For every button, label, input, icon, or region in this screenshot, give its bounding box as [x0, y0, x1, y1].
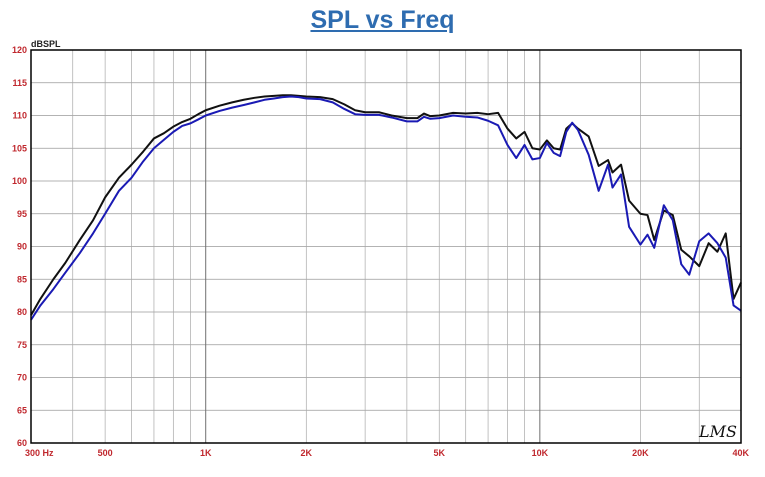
y-tick-label: 85 — [17, 274, 27, 284]
x-tick-label: 20K — [632, 448, 649, 458]
y-tick-label: 100 — [12, 176, 27, 186]
x-tick-label: 500 — [98, 448, 113, 458]
y-tick-label: 75 — [17, 340, 27, 350]
y-tick-label: 65 — [17, 405, 27, 415]
x-tick-label: 40K — [732, 448, 749, 458]
y-axis-label: dBSPL — [31, 39, 61, 49]
series-line-2 — [30, 95, 742, 321]
y-tick-label: 60 — [17, 438, 27, 448]
chart-title: SPL vs Freq — [310, 6, 455, 34]
lms-watermark: LMS — [698, 422, 737, 441]
x-tick-label: 1K — [200, 448, 212, 458]
x-tick-label: 10K — [532, 448, 549, 458]
x-tick-label: 5K — [433, 448, 445, 458]
y-tick-label: 120 — [12, 45, 27, 55]
y-tick-label: 95 — [17, 209, 27, 219]
plot-frame — [30, 49, 742, 444]
y-tick-label: 105 — [12, 143, 27, 153]
x-tick-label: 2K — [301, 448, 313, 458]
y-tick-label: 70 — [17, 373, 27, 383]
y-tick-label: 80 — [17, 307, 27, 317]
y-tick-label: 90 — [17, 242, 27, 252]
y-tick-label: 115 — [12, 78, 27, 88]
series-line-1 — [30, 94, 742, 316]
y-tick-label: 110 — [12, 111, 27, 121]
x-tick-label: 300 Hz — [25, 448, 54, 458]
